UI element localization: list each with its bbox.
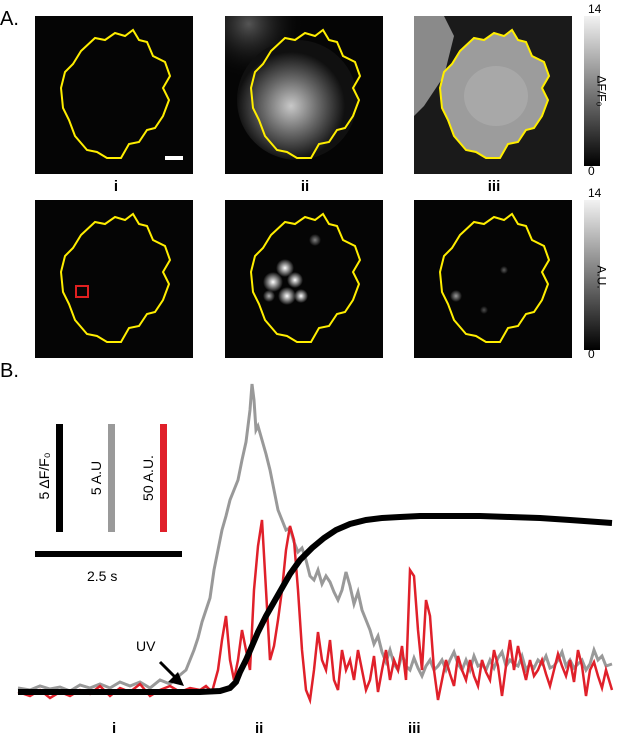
image-sparks-ii bbox=[225, 200, 383, 358]
scale-bar-red bbox=[160, 424, 167, 532]
image-sparks-iii bbox=[414, 200, 572, 358]
cell-outline-sparks-i bbox=[59, 212, 172, 343]
image-calcium-i bbox=[35, 16, 193, 174]
scale-bar-black bbox=[56, 424, 63, 532]
trace-gray bbox=[17, 383, 613, 693]
roi-box bbox=[75, 285, 89, 298]
label-iii-top: iii bbox=[487, 178, 501, 195]
colorbar-bottom-max: 14 bbox=[588, 186, 602, 200]
uv-arrow-head bbox=[168, 672, 184, 686]
label-ii-top: ii bbox=[300, 178, 310, 195]
image-calcium-ii bbox=[225, 16, 383, 174]
colorbar-top bbox=[584, 16, 600, 166]
image-sparks-i bbox=[35, 200, 193, 358]
cell-outline-iii bbox=[414, 16, 572, 174]
colorbar-bottom-min: 0 bbox=[588, 347, 595, 361]
panel-a-letter: A. bbox=[0, 8, 19, 30]
colorbar-bottom-title: A.U. bbox=[594, 265, 609, 289]
traces-plot bbox=[17, 383, 614, 705]
time-marker-iii: iii bbox=[408, 720, 421, 737]
label-i-top: i bbox=[113, 178, 119, 195]
panel-b-letter: B. bbox=[0, 360, 19, 382]
scale-bar-gray bbox=[108, 424, 115, 532]
trace-black bbox=[18, 513, 613, 695]
scale-bar-time bbox=[35, 551, 182, 557]
scale-bar bbox=[165, 156, 183, 160]
scale-label-time: 2.5 s bbox=[87, 568, 118, 584]
cell-outline-sparks-iii bbox=[438, 212, 551, 343]
colorbar-top-min: 0 bbox=[588, 164, 595, 178]
cell-outline-ii bbox=[225, 16, 383, 174]
uv-arrow-shaft bbox=[158, 660, 178, 680]
uv-label: UV bbox=[136, 638, 156, 654]
cell-outline-sparks-ii bbox=[249, 212, 362, 343]
cell-outline-i bbox=[59, 28, 183, 160]
time-marker-ii: ii bbox=[255, 720, 264, 737]
image-calcium-iii bbox=[414, 16, 572, 174]
colorbar-bottom bbox=[584, 200, 600, 350]
time-marker-i: i bbox=[112, 720, 117, 737]
colorbar-top-title: ΔF/F₀ bbox=[594, 75, 609, 107]
colorbar-top-max: 14 bbox=[588, 2, 602, 16]
